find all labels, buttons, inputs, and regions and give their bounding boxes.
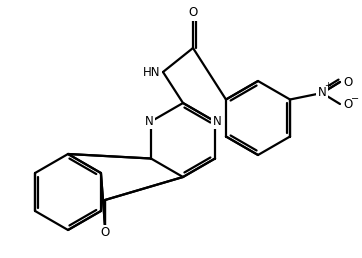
Text: O: O: [344, 76, 353, 88]
Text: O: O: [100, 227, 110, 239]
Text: +: +: [325, 82, 332, 91]
Text: O: O: [188, 6, 198, 20]
Text: N: N: [144, 115, 153, 128]
Text: N: N: [212, 115, 222, 128]
Text: O: O: [344, 98, 353, 110]
Text: N: N: [317, 86, 327, 100]
Text: −: −: [351, 94, 359, 104]
Text: HN: HN: [143, 66, 161, 78]
